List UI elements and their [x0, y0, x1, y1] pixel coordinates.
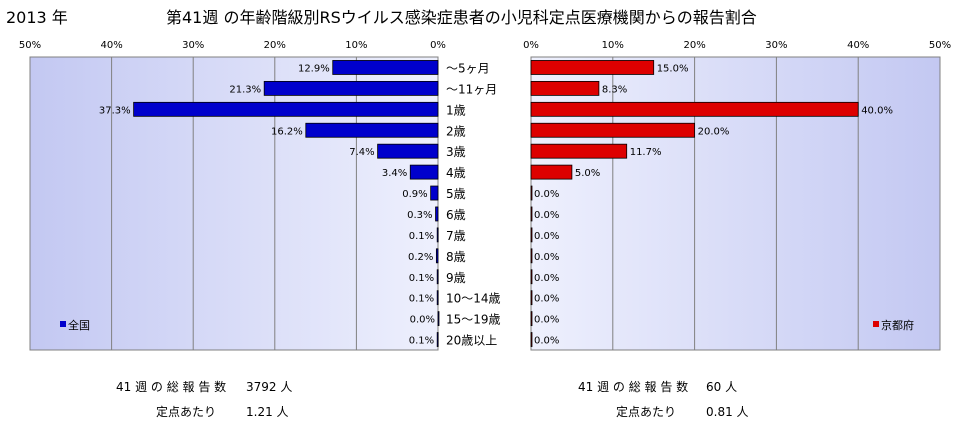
kyoto-legend-label: 京都府	[881, 318, 914, 332]
age-category-label: 7歳	[446, 229, 466, 243]
kyoto-data-label: 0.0%	[534, 315, 559, 326]
kyoto-bar	[530, 122, 696, 138]
kyoto-per-site-label: 定点あたり	[616, 405, 677, 419]
kyoto-data-label: 0.0%	[534, 336, 559, 347]
national-bar	[436, 227, 439, 243]
kyoto-data-label: 0.0%	[534, 210, 559, 221]
national-legend-swatch	[60, 321, 66, 327]
kyoto-data-label: 5.0%	[575, 168, 600, 179]
age-category-label: ～5ヶ月	[446, 61, 490, 75]
right-plot-area	[530, 56, 941, 351]
left-x-tick-label: 50%	[19, 40, 41, 51]
year-label: 2013 年	[6, 8, 68, 27]
age-category-label: 8歳	[446, 250, 466, 264]
national-data-label: 12.9%	[298, 63, 330, 74]
kyoto-bar	[530, 60, 655, 75]
national-per-site-label: 定点あたり	[156, 405, 217, 419]
kyoto-bar	[530, 164, 573, 180]
kyoto-bar	[530, 185, 533, 201]
national-bar	[305, 122, 439, 138]
kyoto-bar	[530, 227, 533, 243]
left-x-tick-label: 30%	[182, 40, 204, 51]
kyoto-data-label: 8.3%	[602, 84, 627, 95]
kyoto-legend-swatch	[873, 321, 879, 327]
age-category-label: 5歳	[446, 187, 466, 201]
kyoto-reports-value: 60 人	[706, 380, 738, 394]
kyoto-bar	[530, 311, 533, 327]
age-category-label: 4歳	[446, 166, 466, 180]
national-data-label: 3.4%	[382, 168, 407, 179]
national-data-label: 7.4%	[349, 147, 374, 158]
national-per-site-value: 1.21 人	[246, 405, 289, 419]
national-data-label: 0.1%	[409, 336, 434, 347]
national-data-label: 0.2%	[408, 252, 433, 263]
kyoto-data-label: 40.0%	[861, 105, 893, 116]
national-data-label: 21.3%	[229, 84, 261, 95]
kyoto-per-site-value: 0.81 人	[706, 405, 749, 419]
kyoto-data-label: 11.7%	[630, 147, 662, 158]
national-bar	[435, 248, 439, 264]
national-legend-label: 全国	[68, 318, 90, 332]
kyoto-bar	[530, 143, 628, 159]
left-x-tick-label: 40%	[100, 40, 122, 51]
national-data-label: 0.3%	[407, 210, 432, 221]
age-category-label: 10～14歳	[446, 292, 501, 306]
kyoto-bar	[530, 332, 533, 347]
age-category-label: 2歳	[446, 124, 466, 138]
national-bar	[133, 101, 439, 117]
kyoto-data-label: 0.0%	[534, 252, 559, 263]
right-x-tick-label: 0%	[523, 40, 539, 51]
left-x-tick-label: 20%	[264, 40, 286, 51]
left-x-tick-label: 0%	[430, 40, 446, 51]
age-category-label: 3歳	[446, 145, 466, 159]
national-bar	[436, 290, 439, 306]
kyoto-data-label: 0.0%	[534, 189, 559, 200]
age-category-label: 6歳	[446, 208, 466, 222]
left-plot-area	[29, 56, 439, 351]
kyoto-data-label: 20.0%	[698, 126, 730, 137]
national-reports-value: 3792 人	[246, 380, 293, 394]
kyoto-data-label: 0.0%	[534, 273, 559, 284]
national-data-label: 0.9%	[402, 189, 427, 200]
age-category-label: 9歳	[446, 271, 466, 285]
kyoto-reports-label: 41 週 の 総 報 告 数	[578, 380, 689, 394]
kyoto-bar	[530, 206, 533, 222]
kyoto-data-label: 0.0%	[534, 294, 559, 305]
national-bar	[263, 80, 439, 96]
age-category-label: 15～19歳	[446, 313, 501, 327]
kyoto-data-label: 0.0%	[534, 231, 559, 242]
national-data-label: 37.3%	[99, 105, 131, 116]
right-x-tick-label: 50%	[929, 40, 951, 51]
right-x-tick-label: 20%	[683, 40, 705, 51]
left-x-tick-label: 10%	[345, 40, 367, 51]
national-bar	[437, 311, 440, 327]
national-data-label: 0.1%	[409, 294, 434, 305]
national-data-label: 0.1%	[409, 273, 434, 284]
right-x-tick-label: 10%	[602, 40, 624, 51]
age-category-label: 1歳	[446, 103, 466, 117]
national-bar	[409, 164, 439, 180]
kyoto-bar	[530, 248, 533, 264]
chart-title: 第41週 の年齢階級別RSウイルス感染症患者の小児科定点医療機関からの報告割合	[166, 8, 757, 27]
national-bar	[435, 206, 439, 222]
kyoto-data-label: 15.0%	[657, 63, 689, 74]
national-bar	[436, 269, 439, 285]
kyoto-bar	[530, 80, 600, 96]
right-x-tick-label: 40%	[847, 40, 869, 51]
national-data-label: 0.1%	[409, 231, 434, 242]
age-category-label: ～11ヶ月	[446, 82, 497, 96]
national-data-label: 0.0%	[410, 315, 435, 326]
kyoto-bar	[530, 290, 533, 306]
national-bar	[377, 143, 439, 159]
national-reports-label: 41 週 の 総 報 告 数	[116, 380, 227, 394]
national-bar	[332, 60, 439, 75]
age-category-label: 20歳以上	[446, 334, 497, 348]
kyoto-bar	[530, 269, 533, 285]
kyoto-bar	[530, 101, 859, 117]
right-x-tick-label: 30%	[765, 40, 787, 51]
national-data-label: 16.2%	[271, 126, 303, 137]
national-bar	[430, 185, 439, 201]
national-bar	[436, 332, 439, 347]
